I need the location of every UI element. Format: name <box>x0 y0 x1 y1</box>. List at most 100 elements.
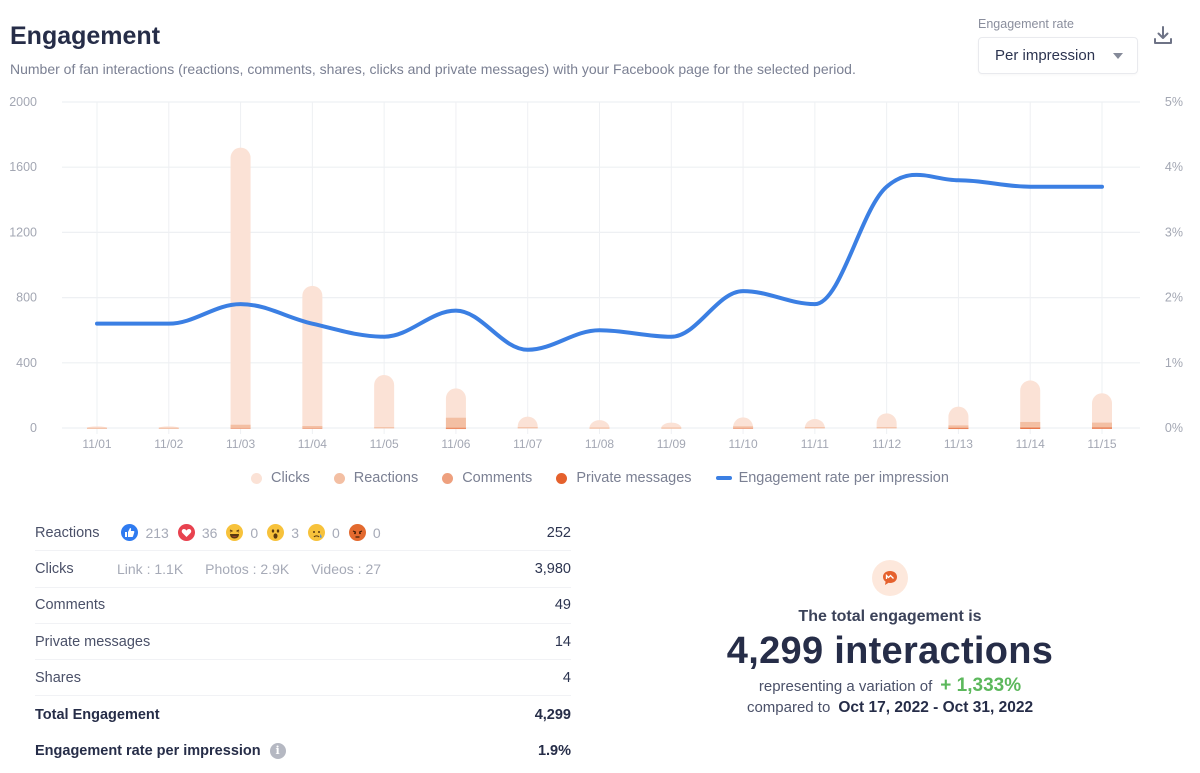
legend-dot-swatch <box>442 472 454 484</box>
bar-group <box>302 285 323 429</box>
bar-clicks <box>804 419 825 428</box>
haha-icon <box>226 524 244 542</box>
x-tick-label: 11/10 <box>729 437 758 451</box>
bar-clicks <box>87 426 107 428</box>
chart-legend: Clicks Reactions Comments Private messages E… <box>0 470 1200 486</box>
bar-group <box>876 413 897 429</box>
bar-reactions <box>517 427 538 429</box>
x-tick-label: 11/15 <box>1087 437 1116 451</box>
bar-group <box>1092 393 1112 429</box>
compared-date-range: Oct 17, 2022 - Oct 31, 2022 <box>838 699 1034 716</box>
bar-group <box>661 422 682 429</box>
page-subtitle: Number of fan interactions (reactions, c… <box>10 61 856 77</box>
bar-clicks <box>1020 380 1041 428</box>
stat-row-engagement-rate: Engagement rate per impression i 1.9% <box>35 733 571 769</box>
download-icon <box>1154 26 1172 44</box>
reaction-item: 0 <box>226 524 259 542</box>
info-icon[interactable]: i <box>269 742 286 759</box>
stat-row-clicks: Clicks Link : 1.1K Photos : 2.9K Videos … <box>35 551 571 588</box>
engagement-rate-label: Engagement rate <box>978 17 1074 31</box>
reaction-count: 36 <box>201 524 218 541</box>
legend-item[interactable]: Comments <box>442 470 532 486</box>
like-icon <box>121 524 139 542</box>
legend-label: Clicks <box>271 470 310 486</box>
reaction-item: 213 <box>121 524 169 542</box>
bar-group <box>445 388 466 430</box>
bar-group <box>948 406 969 430</box>
reaction-count: 213 <box>145 524 169 541</box>
bar-group <box>1020 380 1041 429</box>
x-tick-label: 11/04 <box>298 437 327 451</box>
x-tick-label: 11/06 <box>441 437 470 451</box>
stat-row-private-messages: Private messages 14 <box>35 624 571 661</box>
legend-label: Reactions <box>353 470 419 486</box>
bar-group <box>517 416 538 429</box>
bar-reactions <box>948 425 969 428</box>
x-tick-label: 11/09 <box>657 437 686 451</box>
bar-reactions <box>302 426 323 428</box>
bar-comments <box>948 427 969 429</box>
x-tick-label: 11/02 <box>154 437 183 451</box>
clicks-link: Link : 1.1K <box>117 560 184 577</box>
chat-bubble-icon <box>872 560 908 596</box>
variation-text: representing a variation of <box>758 678 933 695</box>
summary-compared-line: compared to Oct 17, 2022 - Oct 31, 2022 <box>600 699 1180 717</box>
engagement-stats-table: Reactions 213 36 0 3 0 0 252 Clicks Link : 1.… <box>35 515 571 769</box>
reaction-item: 36 <box>177 524 218 542</box>
stat-label: Engagement rate per impression <box>35 742 261 759</box>
x-tick-label: 11/14 <box>1016 437 1045 451</box>
stat-value: 4,299 <box>534 706 571 723</box>
reaction-count: 0 <box>250 524 259 541</box>
love-icon <box>177 524 195 542</box>
bar-comments <box>733 427 754 429</box>
bar-reactions <box>445 417 466 428</box>
bar-clicks <box>158 426 179 428</box>
bar-comments <box>1020 426 1041 429</box>
legend-label: Engagement rate per impression <box>738 470 949 486</box>
x-tick-label: 11/03 <box>226 437 255 451</box>
x-tick-label: 11/07 <box>513 437 542 451</box>
legend-item[interactable]: Private messages <box>556 470 692 486</box>
y-tick-label: 2000 <box>9 95 37 109</box>
clicks-breakdown: Link : 1.1K Photos : 2.9K Videos : 27 <box>117 561 381 577</box>
page-title: Engagement <box>10 22 161 50</box>
wow-icon <box>267 524 285 542</box>
bar-clicks <box>733 417 754 428</box>
bar-clicks <box>517 416 538 428</box>
legend-item[interactable]: Reactions <box>333 470 419 486</box>
chart-grid <box>62 101 1140 434</box>
bar-reactions <box>589 427 610 429</box>
y2-tick-label: 3% <box>1165 225 1183 239</box>
stat-label: Private messages <box>35 633 151 650</box>
legend-item[interactable]: Clicks <box>251 470 310 486</box>
bar-reactions <box>1020 421 1041 427</box>
bar-clicks <box>302 285 323 428</box>
stat-label: Total Engagement <box>35 706 160 723</box>
bar-clicks <box>661 422 682 428</box>
reaction-count: 3 <box>291 524 300 541</box>
y2-tick-label: 0% <box>1165 421 1183 435</box>
line-series <box>95 172 1104 352</box>
stat-row-shares: Shares 4 <box>35 660 571 697</box>
summary-variation-line: representing a variation of + 1,333% <box>600 675 1180 697</box>
bar-reactions <box>374 427 395 429</box>
y-tick-label: 400 <box>16 356 37 370</box>
bar-reactions <box>661 427 682 429</box>
bar-group <box>374 375 395 429</box>
bar-comments <box>1092 426 1112 428</box>
bar-comments <box>302 427 323 429</box>
bar-group <box>804 419 825 429</box>
legend-dot-swatch <box>251 472 263 484</box>
legend-line-swatch <box>715 476 732 480</box>
bar-clicks <box>948 406 969 428</box>
summary-total-interactions: 4,299 interactions <box>726 630 1054 672</box>
stat-row-reactions: Reactions 213 36 0 3 0 0 252 <box>35 515 571 552</box>
bar-group <box>158 426 179 429</box>
bar-group <box>230 147 251 429</box>
download-button[interactable] <box>1152 24 1174 48</box>
legend-item[interactable]: Engagement rate per impression <box>715 470 949 486</box>
bar-comments <box>230 427 251 429</box>
stat-value: 4 <box>562 669 571 686</box>
bar-reactions <box>87 427 107 429</box>
engagement-rate-select[interactable]: Per impression <box>978 37 1138 74</box>
